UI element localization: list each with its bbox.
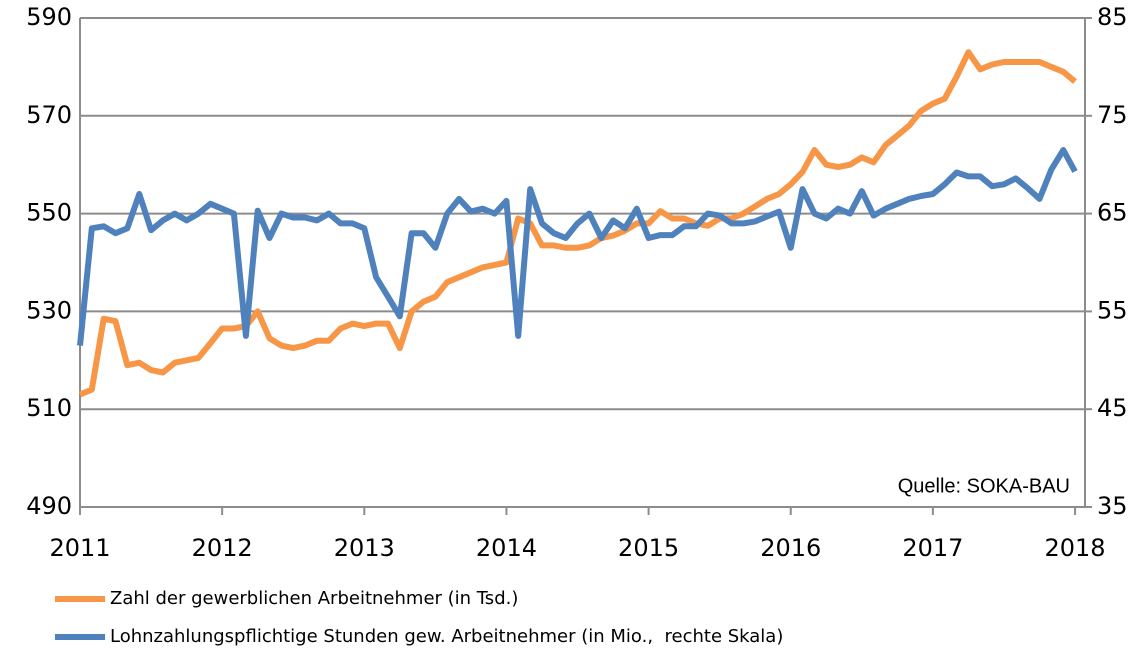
- y-tick-label: 530: [26, 296, 72, 324]
- legend-label: Zahl der gewerblichen Arbeitnehmer (in T…: [110, 588, 518, 609]
- y2-tick-label: 85: [1097, 3, 1128, 31]
- x-tick-label: 2011: [49, 534, 110, 562]
- y-tick-label: 590: [26, 3, 72, 31]
- y-tick-label: 550: [26, 199, 72, 227]
- x-tick-label: 2015: [618, 534, 679, 562]
- y2-tick-label: 75: [1097, 101, 1128, 129]
- y2-tick-label: 35: [1097, 492, 1128, 520]
- x-tick-label: 2018: [1045, 534, 1106, 562]
- x-tick-label: 2013: [334, 534, 395, 562]
- y2-tick-label: 45: [1097, 394, 1128, 422]
- y2-tick-label: 55: [1097, 296, 1128, 324]
- y-tick-label: 570: [26, 101, 72, 129]
- legend-label: Lohnzahlungspflichtige Stunden gew. Arbe…: [110, 626, 783, 647]
- x-tick-label: 2014: [476, 534, 537, 562]
- x-tick-label: 2017: [902, 534, 963, 562]
- y-tick-label: 490: [26, 492, 72, 520]
- line-series: [77, 147, 1078, 346]
- y2-tick-label: 65: [1097, 199, 1128, 227]
- annotation: Quelle: SOKA-BAU: [898, 475, 1070, 497]
- y-tick-label: 510: [26, 394, 72, 422]
- x-tick-label: 2016: [760, 534, 821, 562]
- x-tick-label: 2012: [192, 534, 253, 562]
